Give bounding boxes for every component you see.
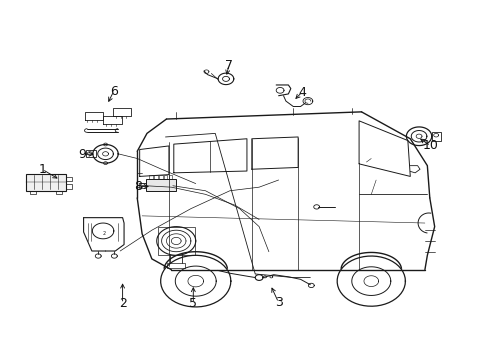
Text: 5: 5 (189, 297, 197, 310)
Text: 2: 2 (103, 231, 106, 236)
Text: 2: 2 (119, 297, 126, 310)
FancyBboxPatch shape (26, 174, 66, 191)
Text: 10: 10 (422, 139, 438, 152)
Text: 1: 1 (38, 163, 46, 176)
Text: 8: 8 (134, 180, 142, 193)
Text: 9: 9 (79, 148, 86, 161)
Text: 7: 7 (224, 59, 232, 72)
Text: 3: 3 (274, 296, 282, 309)
Text: 6: 6 (110, 85, 118, 98)
Text: 4: 4 (298, 86, 305, 99)
FancyBboxPatch shape (145, 179, 175, 192)
